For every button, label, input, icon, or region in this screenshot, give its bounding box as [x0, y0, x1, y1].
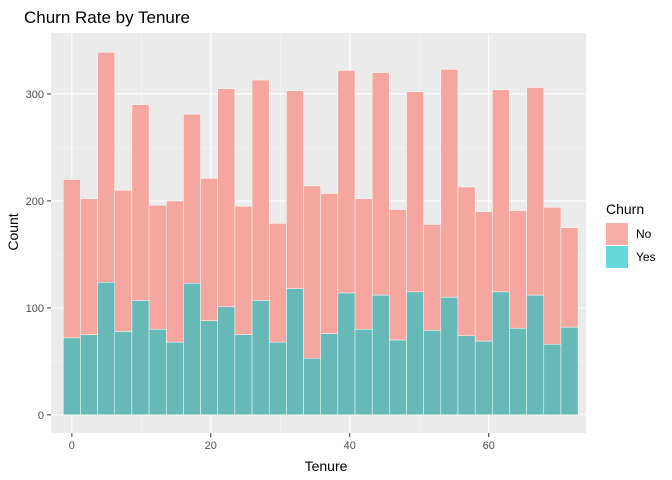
y-tick-label: 100 [26, 303, 44, 315]
x-tick-label: 60 [483, 440, 495, 452]
bar-no [457, 186, 476, 336]
bar-yes [457, 335, 476, 416]
bar-yes [371, 294, 390, 416]
bars [63, 52, 579, 416]
bar-no [440, 69, 459, 298]
bar-no [303, 185, 321, 359]
bar-no [492, 89, 510, 293]
bar-yes [268, 341, 287, 416]
bar-yes [492, 291, 510, 416]
bar-no [509, 210, 527, 329]
bar-yes [543, 343, 562, 416]
legend-swatch-yes [606, 246, 628, 268]
bar-no [183, 114, 201, 284]
legend-label-yes: Yes [636, 250, 656, 264]
bar-yes [80, 334, 98, 416]
x-tick-label: 20 [205, 440, 217, 452]
bar-no [560, 227, 579, 328]
bar-yes [131, 300, 150, 416]
bar-yes [526, 294, 545, 416]
bar-no [234, 206, 253, 335]
legend-swatch-no [606, 223, 628, 245]
x-tick-label: 0 [69, 440, 75, 452]
x-axis-title: Tenure [305, 458, 348, 474]
bar-yes [440, 296, 459, 416]
bar-yes [303, 357, 321, 416]
bar-yes [406, 291, 424, 416]
x-tick-label: 40 [344, 440, 356, 452]
bar-no [114, 189, 133, 332]
bar-yes [97, 281, 115, 416]
bar-yes [200, 320, 218, 416]
bar-no [337, 70, 356, 294]
bar-yes [183, 283, 201, 416]
bar-no [97, 52, 115, 283]
y-tick-label: 200 [26, 196, 44, 208]
bar-no [165, 200, 184, 343]
bar-yes [148, 329, 167, 416]
bar-no [320, 193, 339, 334]
bar-no [80, 198, 98, 335]
bar-no [406, 91, 424, 293]
bar-yes [474, 340, 493, 416]
bar-no [200, 178, 218, 321]
bar-yes [423, 330, 442, 416]
bar-no [526, 87, 545, 296]
bar-yes [509, 327, 527, 416]
bar-no [63, 179, 81, 339]
bar-yes [354, 329, 373, 416]
bar-no [286, 90, 304, 289]
y-axis-ticks: 0 100 200 300 [26, 89, 51, 422]
bar-yes [337, 292, 356, 416]
y-tick-label: 0 [38, 410, 44, 422]
legend: Churn No Yes [606, 201, 656, 268]
bar-yes [217, 306, 236, 416]
bar-yes [389, 339, 407, 416]
bar-yes [114, 331, 133, 416]
bar-no [268, 223, 287, 343]
bar-no [371, 72, 390, 296]
bar-no [131, 104, 150, 301]
bar-yes [560, 326, 579, 416]
x-axis-ticks: 0 20 40 60 [69, 433, 495, 452]
legend-label-no: No [636, 227, 652, 241]
y-tick-label: 300 [26, 89, 44, 101]
bar-no [148, 204, 167, 330]
bar-yes [165, 341, 184, 416]
y-axis-title: Count [5, 213, 21, 250]
bar-no [354, 198, 373, 330]
bar-yes [63, 337, 81, 416]
bar-yes [286, 288, 304, 416]
bar-yes [320, 333, 339, 416]
bar-no [389, 209, 407, 341]
chart-title: Churn Rate by Tenure [24, 8, 190, 27]
bar-no [217, 88, 236, 308]
bar-yes [234, 334, 253, 416]
bar-no [474, 211, 493, 342]
bar-no [251, 79, 270, 301]
bar-yes [251, 300, 270, 416]
legend-title: Churn [606, 201, 644, 217]
bar-no [423, 224, 442, 331]
bar-no [543, 207, 562, 345]
